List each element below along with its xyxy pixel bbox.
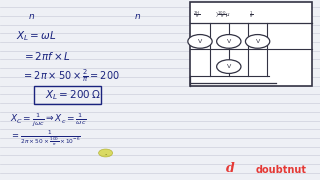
Circle shape: [188, 35, 212, 48]
Circle shape: [245, 35, 270, 48]
Text: V: V: [227, 39, 231, 44]
Text: .: .: [104, 150, 107, 156]
Circle shape: [217, 60, 241, 73]
Text: $= \frac{1}{2\pi \times 50 \times \frac{100}{\pi} \times 10^{-6}}$: $= \frac{1}{2\pi \times 50 \times \frac{…: [10, 129, 81, 148]
Text: d: d: [226, 162, 235, 175]
Text: n: n: [134, 12, 140, 21]
Text: $\frac{1}{\pi}$: $\frac{1}{\pi}$: [249, 10, 253, 21]
Text: $)\frac{100}{\pi}\mu$: $)\frac{100}{\pi}\mu$: [215, 10, 230, 21]
Bar: [190, 2, 312, 86]
Text: V: V: [198, 39, 202, 44]
Text: V: V: [255, 39, 260, 44]
Circle shape: [217, 35, 241, 48]
Text: doubtnut: doubtnut: [256, 165, 307, 175]
Text: $X_L = 200\,\Omega$: $X_L = 200\,\Omega$: [45, 89, 100, 102]
Text: $\frac{2H}{\pi}$: $\frac{2H}{\pi}$: [193, 10, 200, 21]
Text: n: n: [29, 12, 35, 21]
Circle shape: [99, 149, 113, 157]
Text: $= 2\pi \times 50 \times \frac{2}{\pi} = 200$: $= 2\pi \times 50 \times \frac{2}{\pi} =…: [22, 67, 120, 84]
Text: $X_L = \omega L$: $X_L = \omega L$: [16, 29, 57, 43]
Text: V: V: [227, 64, 231, 69]
Text: $X_C = \frac{1}{j\omega c} \Rightarrow X_c = \frac{1}{\omega c}$: $X_C = \frac{1}{j\omega c} \Rightarrow X…: [10, 112, 86, 129]
Text: $= 2\pi f \times L$: $= 2\pi f \times L$: [22, 50, 72, 62]
